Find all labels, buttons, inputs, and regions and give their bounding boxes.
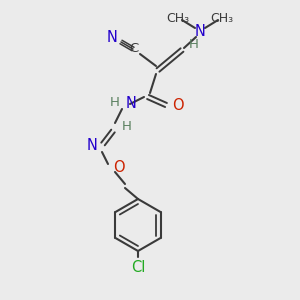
Text: N: N [106, 31, 117, 46]
Text: CH₃: CH₃ [167, 11, 190, 25]
Text: H: H [189, 38, 199, 52]
Text: O: O [172, 98, 184, 112]
Text: O: O [113, 160, 125, 175]
Text: Cl: Cl [131, 260, 145, 274]
Text: N: N [126, 95, 137, 110]
Text: CH₃: CH₃ [210, 11, 234, 25]
Text: C: C [129, 43, 139, 56]
Text: H: H [110, 97, 120, 110]
Text: H: H [122, 119, 132, 133]
Text: N: N [195, 25, 206, 40]
Text: N: N [87, 139, 98, 154]
